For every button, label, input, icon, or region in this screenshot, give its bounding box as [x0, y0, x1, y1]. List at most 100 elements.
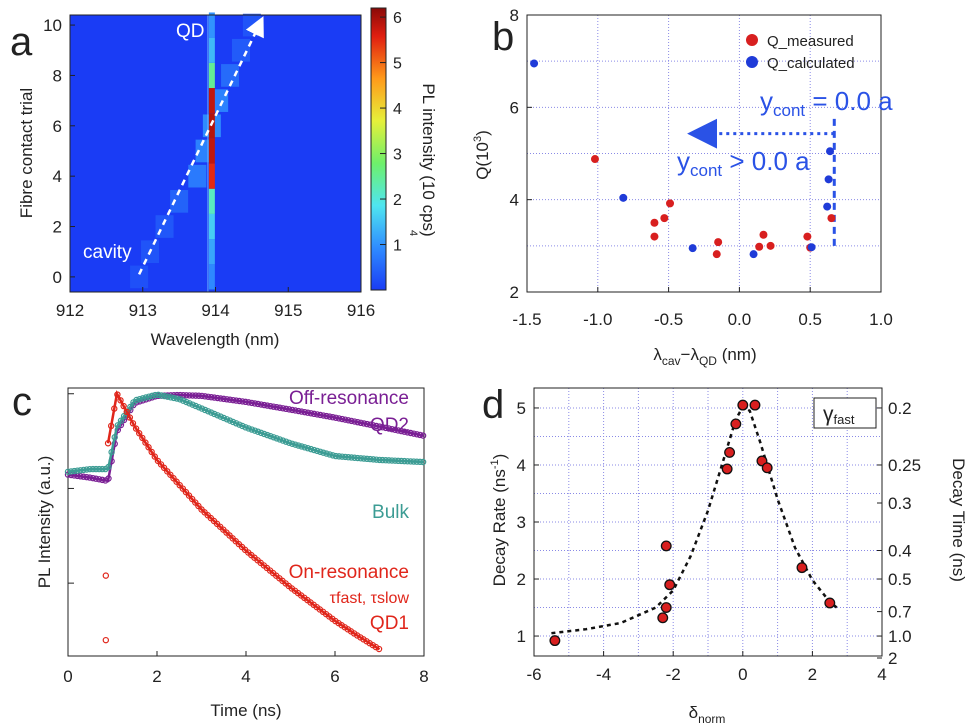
y2-tick-label: 1.0 [888, 627, 912, 646]
decay-marker [132, 425, 140, 432]
colorbar-tick-label: 2 [393, 192, 402, 209]
measured-point [803, 232, 812, 241]
legend-calculated-label: Q_calculated [767, 55, 855, 72]
decay-marker [185, 492, 193, 499]
cavity-arrow [137, 16, 264, 275]
cavity-cell [170, 190, 189, 213]
x-tick-label: 4 [241, 667, 250, 686]
decay-rate-point [657, 612, 669, 624]
decay-curve [67, 393, 425, 474]
cavity-cell [221, 64, 240, 87]
x-tick-label: 1.0 [869, 310, 893, 329]
y-tick-label: 2 [517, 570, 526, 589]
y-tick-label: 1 [517, 627, 526, 646]
panel-c-xlabel: Time (ns) [210, 701, 281, 720]
panel-c-ticks: 0 2 4 6 8 [63, 393, 429, 686]
x-tick-label: 8 [419, 667, 428, 686]
decay-marker [117, 417, 125, 424]
decay-marker [164, 468, 171, 475]
decay-marker [170, 475, 177, 482]
legend-calculated-marker [746, 56, 758, 68]
decay-marker [173, 478, 180, 485]
y-tick-label: 6 [510, 98, 519, 117]
x-tick-label: 0.0 [728, 310, 752, 329]
y-tick-label: 4 [53, 167, 62, 186]
measured-point [827, 214, 836, 223]
panel-b-ticks: -1.5 -1.0 -0.5 0.0 0.5 1.0 2 4 6 8 [510, 6, 893, 329]
ycont-eq-annotation: ycont = 0.0 a [760, 86, 893, 120]
panel-label-d: d [482, 383, 504, 427]
calculated-point [823, 202, 832, 211]
decay-rate-point [761, 462, 773, 474]
decay-rate-point [724, 446, 736, 458]
colorbar-tick-label: 1 [393, 238, 402, 255]
panel-label-b: b [492, 15, 514, 59]
panel-label-a: a [10, 20, 33, 64]
y-tick-label: 8 [510, 6, 519, 25]
x-tick-label: 2 [152, 667, 161, 686]
y-tick-label: 4 [510, 191, 519, 210]
calculated-point [619, 193, 628, 202]
y-tick-label: 2 [53, 218, 62, 237]
legend-measured-marker [746, 34, 758, 46]
y-tick-label: 2 [510, 283, 519, 302]
x-tick-label: 915 [274, 301, 302, 320]
measured-point [590, 155, 599, 164]
x-tick-label: 4 [877, 665, 886, 684]
qd-cell [208, 62, 215, 89]
decay-marker [148, 448, 155, 456]
qd1-label: QD1 [370, 613, 409, 634]
x-tick-label: 2 [808, 665, 817, 684]
panel-a-heatmap: QD cavity 912 913 914 915 916 0 2 4 6 8 10 Wavelen… [17, 7, 438, 349]
measured-point [660, 214, 669, 223]
panel-c-decay: 0 2 4 6 8 Off-resonance QD2 Bulk On-resonanc… [35, 387, 429, 720]
y2-tick-label: 0.2 [888, 399, 912, 418]
decay-marker [154, 457, 162, 465]
decay-marker [157, 461, 165, 468]
x-tick-label: -4 [596, 665, 611, 684]
outlier-marker [102, 572, 110, 579]
decay-marker [192, 499, 199, 506]
fit-curve [551, 405, 838, 635]
decay-marker [142, 439, 149, 446]
calculated-point [826, 147, 835, 156]
bulk-label: Bulk [372, 502, 409, 523]
y2-tick-label: 0.5 [888, 570, 912, 589]
decay-rate-point [721, 463, 733, 475]
decay-rate-point [737, 399, 749, 411]
measured-point [650, 232, 659, 241]
decay-rate-point [664, 579, 676, 591]
y2-tick-label: 0.7 [888, 603, 912, 622]
y-tick-label: 8 [53, 66, 62, 85]
calculated-point [749, 250, 758, 259]
panel-d-xlabel: δnorm [689, 703, 726, 726]
colorbar-tick-label: 6 [393, 10, 402, 27]
y2-tick-label: 0.3 [888, 494, 912, 513]
decay-marker [145, 444, 152, 451]
decay-marker [151, 453, 158, 460]
measured-point [759, 230, 768, 239]
qd-annotation: QD [176, 21, 205, 42]
y-tick-label: 3 [517, 513, 526, 532]
calculated-point [688, 244, 697, 253]
measured-point [755, 242, 764, 251]
heatmap-background [70, 15, 361, 292]
x-tick-label: 913 [129, 301, 157, 320]
legend-measured-label: Q_measured [767, 33, 854, 50]
panel-label-c: c [12, 380, 32, 424]
cavity-annotation: cavity [83, 242, 132, 263]
qd-cell [208, 264, 215, 290]
decay-rate-point [660, 602, 672, 613]
calculated-point [824, 175, 833, 184]
decay-marker [188, 495, 196, 503]
colorbar-label: PL intensity (10 cps) [419, 83, 438, 236]
measured-point [714, 238, 723, 247]
gamma-legend-box [813, 397, 877, 429]
panel-a-ylabel: Fibre contact trial [17, 88, 36, 218]
panel-c-ylabel: PL Intensity (a.u.) [35, 456, 54, 589]
cavity-cell [130, 265, 149, 289]
qd-cell [208, 188, 215, 214]
x-tick-label: 0 [738, 665, 747, 684]
